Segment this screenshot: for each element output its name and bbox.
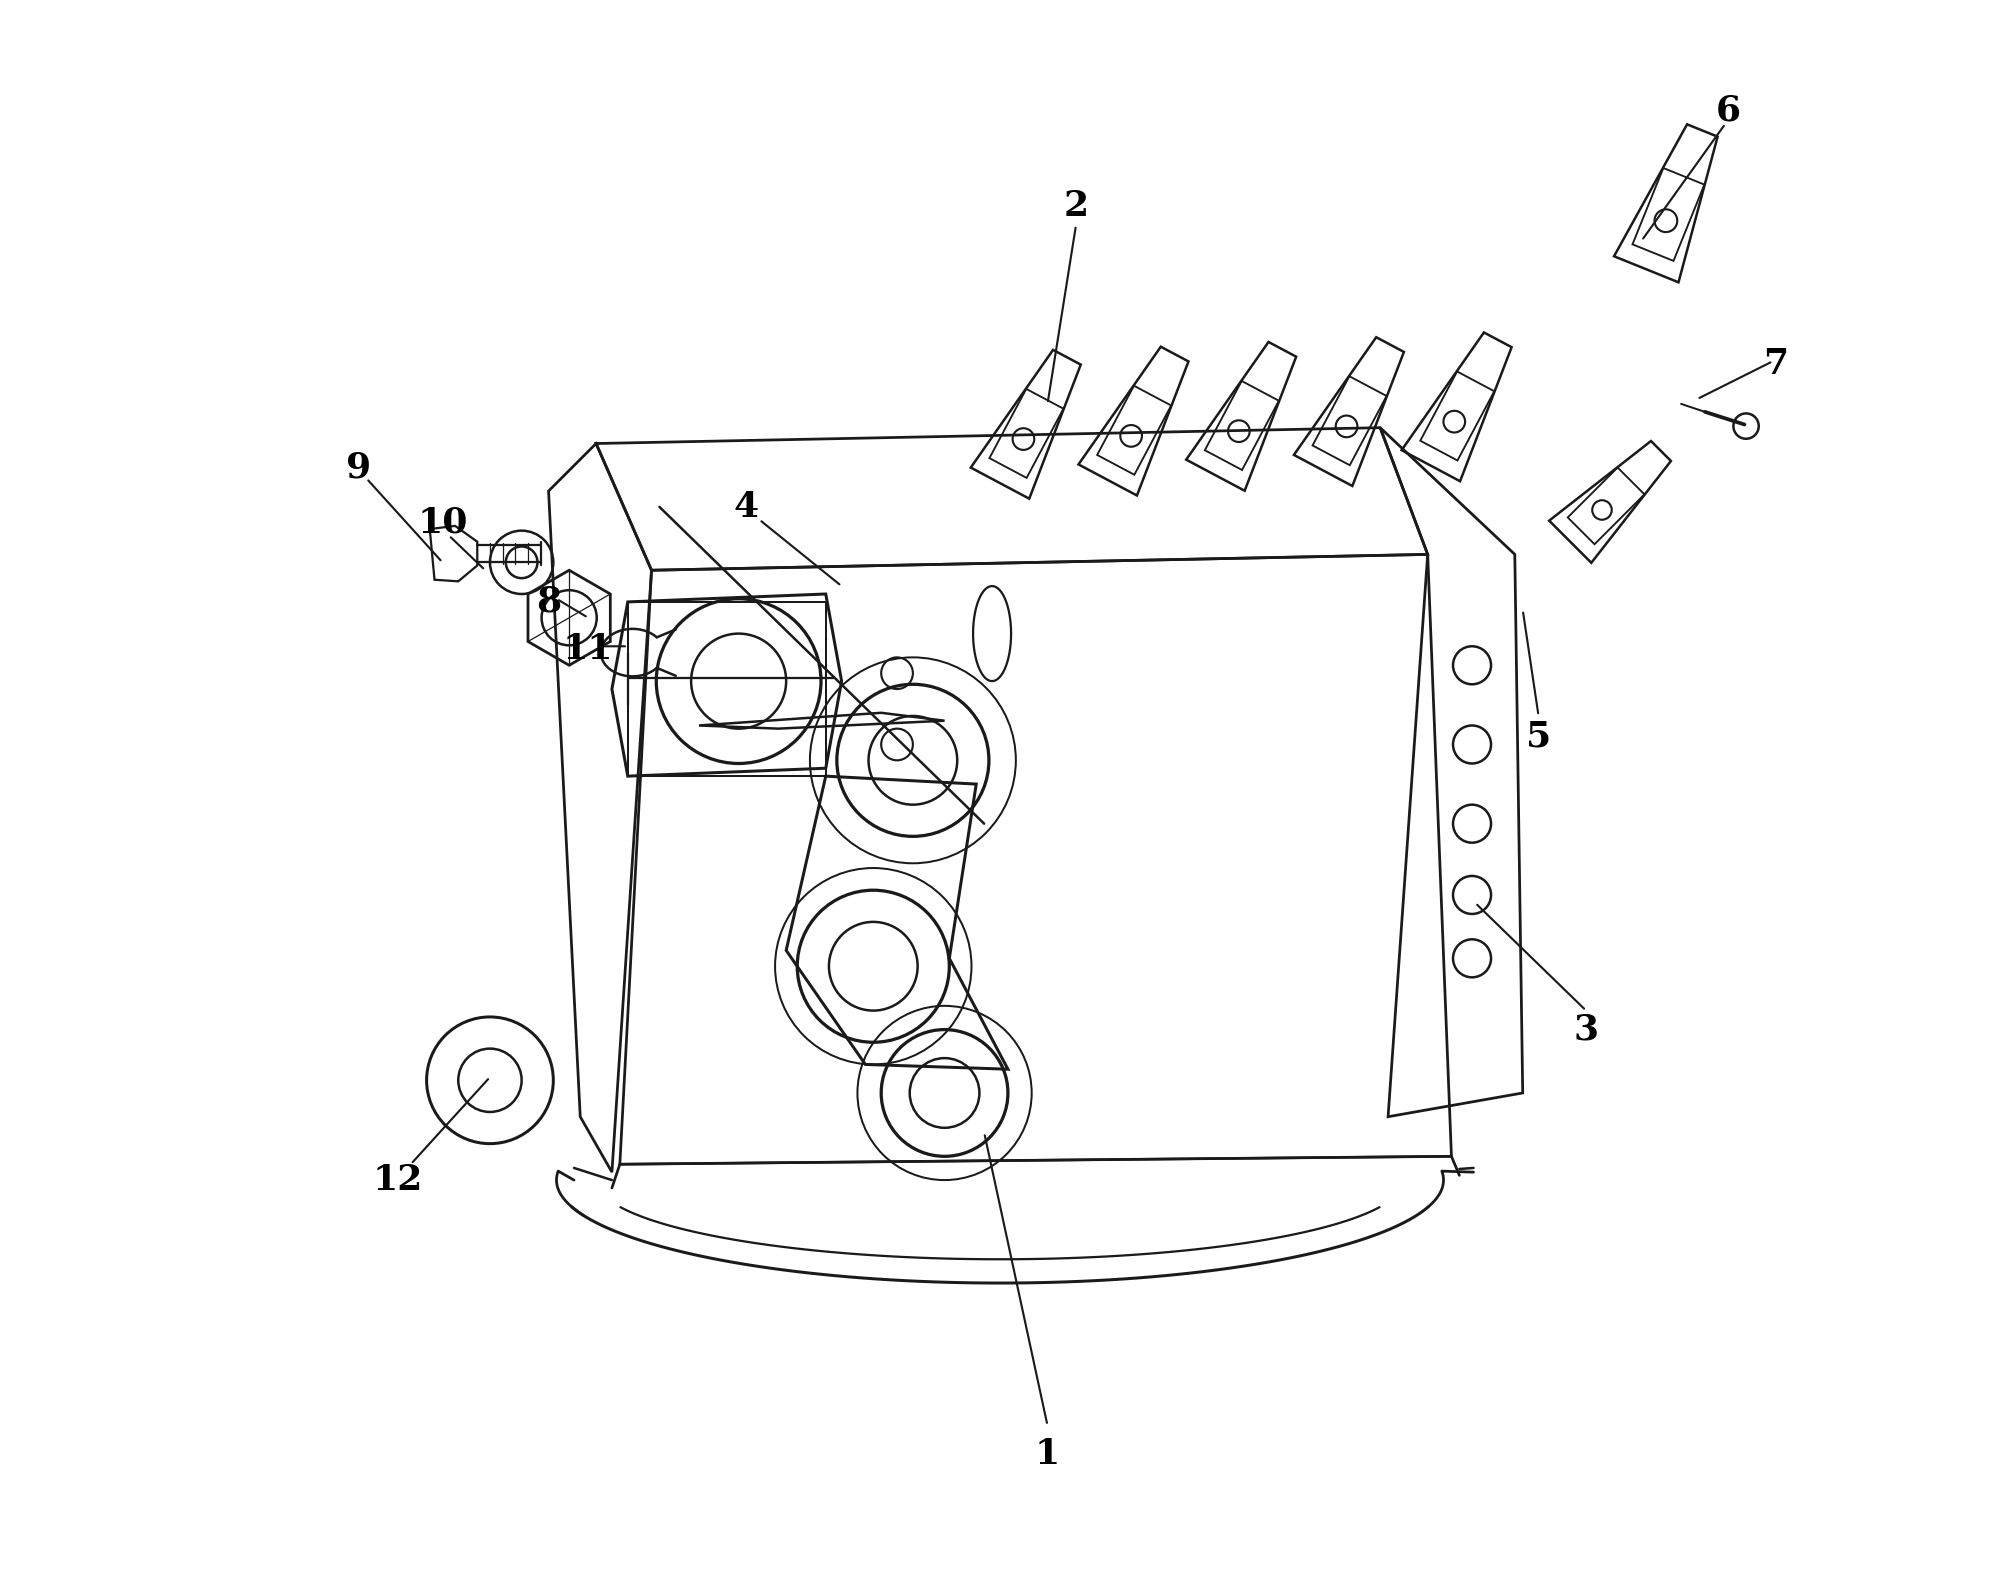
Text: 3: 3: [1574, 1012, 1598, 1047]
Text: 11: 11: [562, 632, 614, 667]
Text: 10: 10: [418, 505, 468, 540]
Text: 5: 5: [1526, 719, 1552, 754]
Text: 2: 2: [1064, 188, 1088, 223]
Text: 6: 6: [1716, 93, 1742, 128]
Text: 1: 1: [1034, 1437, 1060, 1472]
Text: 8: 8: [536, 584, 562, 619]
Text: 9: 9: [346, 450, 372, 485]
Text: 12: 12: [372, 1163, 424, 1198]
Text: 7: 7: [1764, 347, 1788, 382]
Text: 4: 4: [734, 489, 760, 524]
